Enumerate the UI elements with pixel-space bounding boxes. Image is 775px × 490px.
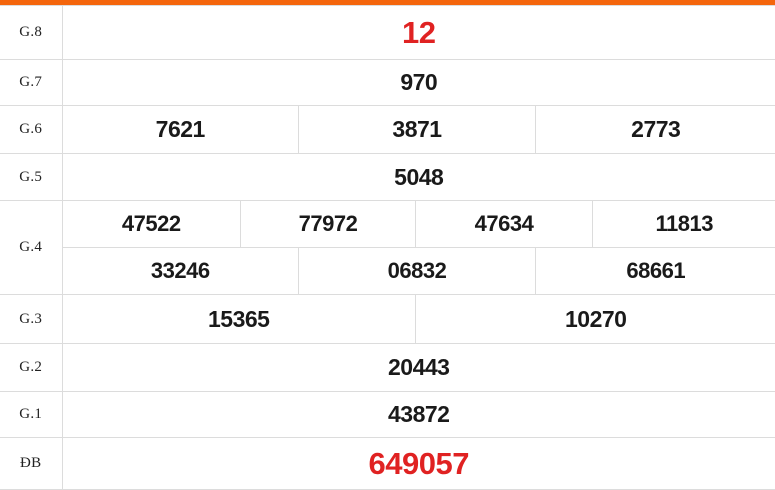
prize-cells-g4-line2: 33246 06832 68661 bbox=[62, 248, 775, 295]
prize-number: 970 bbox=[400, 69, 437, 95]
prize-number: 7621 bbox=[156, 116, 205, 142]
prize-number: 2773 bbox=[631, 116, 680, 142]
prize-cell-g4-5: 33246 bbox=[63, 248, 299, 294]
table-row-db: ĐB 649057 bbox=[0, 438, 775, 490]
prize-number: 68661 bbox=[626, 258, 685, 283]
prize-cell-g3-2: 10270 bbox=[416, 295, 775, 343]
prize-number: 15365 bbox=[208, 306, 269, 332]
prize-cell-g4-6: 06832 bbox=[299, 248, 536, 294]
table-row-g4-line1: G.4 47522 77972 47634 bbox=[0, 201, 775, 248]
prize-cell-g6-1: 7621 bbox=[63, 106, 299, 153]
prize-label-db: ĐB bbox=[0, 438, 62, 490]
prize-cell-g1-1: 43872 bbox=[62, 392, 775, 438]
prize-cell-g4-2: 77972 bbox=[241, 201, 416, 247]
prize-label-g4: G.4 bbox=[0, 201, 62, 295]
prize-number: 06832 bbox=[388, 258, 447, 283]
prize-cell-g5-1: 5048 bbox=[62, 154, 775, 201]
prize-cell-g4-1: 47522 bbox=[63, 201, 241, 247]
table-row-g1: G.1 43872 bbox=[0, 392, 775, 438]
table-row-g8: G.8 12 bbox=[0, 6, 775, 60]
prize-cells-g3: 15365 10270 bbox=[62, 295, 775, 344]
table-row-g2: G.2 20443 bbox=[0, 344, 775, 392]
prize-cell-g2-1: 20443 bbox=[62, 344, 775, 392]
prize-number: 47522 bbox=[122, 211, 181, 236]
prize-label-g2: G.2 bbox=[0, 344, 62, 392]
prize-label-g8: G.8 bbox=[0, 6, 62, 60]
prize-number: 12 bbox=[402, 15, 435, 50]
prize-number: 11813 bbox=[656, 211, 713, 236]
table-row-g4-line2: 33246 06832 68661 bbox=[0, 248, 775, 295]
table-row-g6: G.6 7621 3871 2773 bbox=[0, 106, 775, 154]
prize-number: 33246 bbox=[151, 258, 210, 283]
prize-number: 47634 bbox=[475, 211, 534, 236]
prize-cells-g6: 7621 3871 2773 bbox=[62, 106, 775, 154]
prize-number: 20443 bbox=[388, 354, 449, 380]
prize-label-g1: G.1 bbox=[0, 392, 62, 438]
prize-label-g3: G.3 bbox=[0, 295, 62, 344]
prize-number: 77972 bbox=[299, 211, 358, 236]
lottery-results-table: G.8 12 G.7 970 G.6 76 bbox=[0, 5, 775, 490]
prize-cell-g6-3: 2773 bbox=[536, 106, 775, 153]
prize-cell-db-1: 649057 bbox=[62, 438, 775, 490]
prize-number: 10270 bbox=[565, 306, 626, 332]
table-row-g7: G.7 970 bbox=[0, 60, 775, 106]
prize-number: 649057 bbox=[369, 446, 469, 481]
prize-cell-g8-1: 12 bbox=[62, 6, 775, 60]
prize-label-g5: G.5 bbox=[0, 154, 62, 201]
prize-cell-g4-3: 47634 bbox=[416, 201, 593, 247]
prize-cell-g4-4: 11813 bbox=[593, 201, 775, 247]
prize-cell-g7-1: 970 bbox=[62, 60, 775, 106]
table-row-g5: G.5 5048 bbox=[0, 154, 775, 201]
prize-number: 3871 bbox=[392, 116, 441, 142]
prize-cell-g4-7: 68661 bbox=[536, 248, 775, 294]
prize-number: 43872 bbox=[388, 401, 449, 427]
prize-cell-g6-2: 3871 bbox=[299, 106, 536, 153]
table-row-g3: G.3 15365 10270 bbox=[0, 295, 775, 344]
prize-label-g7: G.7 bbox=[0, 60, 62, 106]
prize-cells-g4-line1: 47522 77972 47634 11813 bbox=[62, 201, 775, 248]
prize-cell-g3-1: 15365 bbox=[63, 295, 416, 343]
prize-number: 5048 bbox=[394, 164, 443, 190]
prize-label-g6: G.6 bbox=[0, 106, 62, 154]
